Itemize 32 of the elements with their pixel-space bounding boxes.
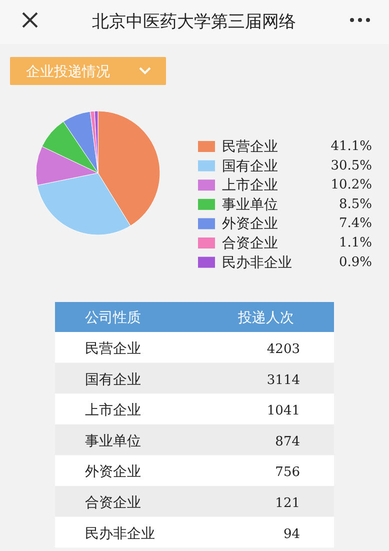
legend-label: 民办非企业	[222, 254, 292, 271]
data-label: 10.2%	[330, 178, 372, 193]
text: 公司性质	[85, 310, 141, 326]
chart-subtitle: 企业投递情况	[26, 64, 110, 80]
legend-label: 上市企业	[222, 178, 278, 194]
data-label: 1.1%	[338, 236, 372, 250]
data-label: 30.5%	[330, 158, 372, 174]
category-label: 合资企业	[85, 495, 141, 511]
category-label: 民办非企业	[85, 526, 155, 542]
text: 投递人次	[237, 310, 294, 326]
category-label: 上市企业	[85, 402, 141, 419]
category-label: 外资企业	[85, 464, 141, 480]
data-label: 8.5%	[338, 196, 372, 212]
chart-title: 北京中医药大学第三届网络	[92, 12, 296, 32]
data-label: 41.1%	[330, 139, 372, 154]
data-label: 1041	[266, 404, 300, 419]
data-label: 756	[275, 465, 300, 480]
data-label: 0.9%	[338, 254, 372, 270]
category-label: 民营企业	[85, 341, 141, 357]
category-label: 事业单位	[85, 433, 141, 450]
legend-label: 外资企业	[222, 216, 278, 232]
data-label: 874	[275, 434, 300, 450]
data-label: 4203	[266, 342, 300, 357]
legend-label: 国有企业	[222, 158, 278, 174]
data-label: 7.4%	[338, 216, 372, 232]
data-label: 121	[275, 496, 300, 511]
data-label: 94	[283, 526, 300, 542]
legend-label: 合资企业	[222, 236, 278, 252]
legend-label: 事业单位	[222, 196, 278, 213]
category-label: 国有企业	[85, 372, 141, 388]
legend-label: 民营企业	[222, 139, 278, 155]
data-label: 3114	[266, 372, 300, 388]
